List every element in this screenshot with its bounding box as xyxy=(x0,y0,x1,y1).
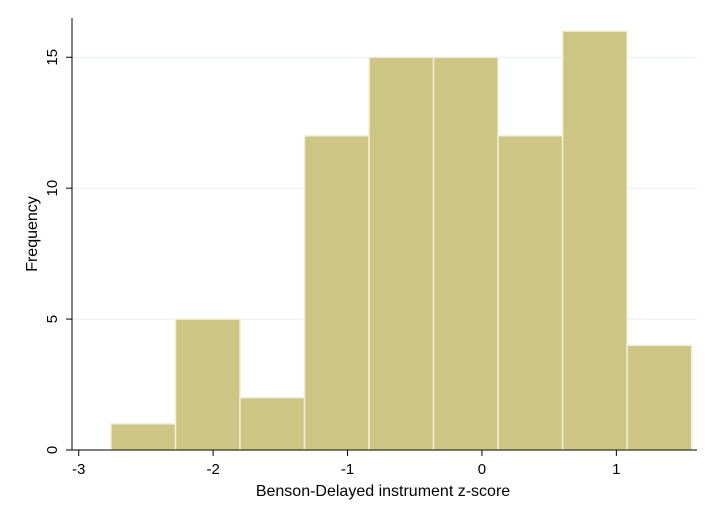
histogram-bar-8 xyxy=(561,30,628,451)
x-tick-label: 0 xyxy=(478,461,486,478)
y-tick-label: 5 xyxy=(44,315,61,323)
y-axis-label: Frequency xyxy=(24,196,41,272)
y-tick-label: 10 xyxy=(44,180,61,197)
x-axis-label: Benson-Delayed instrument z-score xyxy=(256,483,510,500)
histogram-bar-5 xyxy=(368,56,435,451)
x-tick-label: -3 xyxy=(72,461,85,478)
y-tick-label: 15 xyxy=(44,49,61,66)
histogram-bar-7 xyxy=(497,135,564,451)
y-tick-label: 0 xyxy=(44,446,61,454)
histogram-bar-3 xyxy=(239,396,306,451)
x-tick-label: -2 xyxy=(206,461,219,478)
histogram-bar-6 xyxy=(432,56,499,451)
x-tick-label: -1 xyxy=(341,461,354,478)
histogram-bar-9 xyxy=(626,344,693,451)
histogram-bar-4 xyxy=(303,135,370,451)
histogram-bars xyxy=(110,30,693,451)
histogram-bar-1 xyxy=(110,423,177,451)
histogram-bar-2 xyxy=(174,318,241,451)
x-tick-label: 1 xyxy=(612,461,620,478)
